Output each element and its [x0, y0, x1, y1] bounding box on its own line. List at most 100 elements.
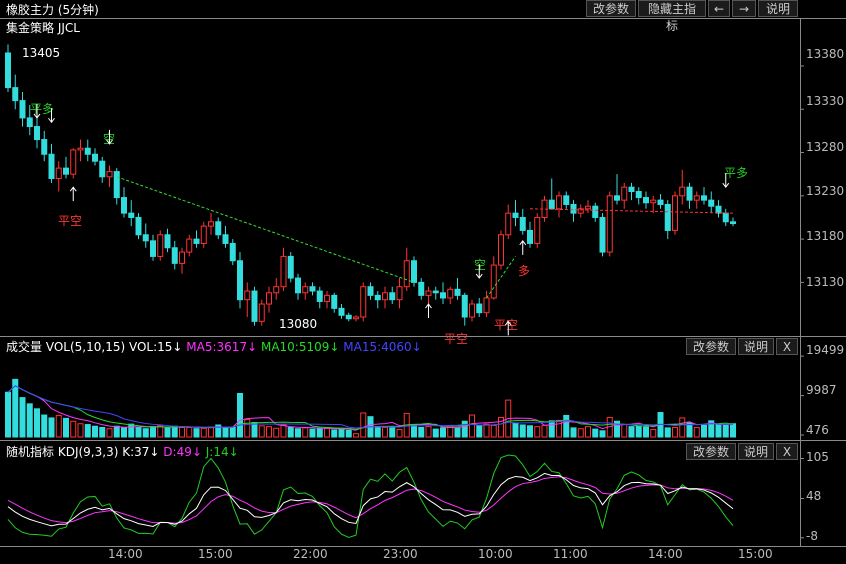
volume-ma15-line: [7, 385, 734, 429]
kdj-d-value: D:49↓: [163, 445, 202, 459]
candle-body: [440, 292, 446, 299]
kdj-help-button[interactable]: 说明: [738, 443, 774, 460]
arrow-right-icon[interactable]: →: [732, 0, 756, 17]
candle-body: [614, 195, 620, 201]
time-tick: 10:00: [478, 547, 513, 561]
help-button[interactable]: 说明: [758, 0, 798, 17]
candle-body: [12, 87, 19, 102]
candle-body: [113, 171, 120, 199]
candle-body: [599, 216, 606, 253]
kdj-params-button[interactable]: 改参数: [686, 443, 736, 460]
arrow-left-icon[interactable]: ←: [708, 0, 730, 17]
candle-body: [432, 290, 439, 294]
candle-body: [664, 203, 671, 231]
candle-body: [331, 294, 338, 309]
volume-bar: [483, 423, 490, 438]
candle-body: [150, 240, 156, 257]
candle-body: [287, 255, 294, 279]
volume-bar: [208, 426, 214, 438]
candle-body: [106, 171, 113, 178]
kdj-header: 随机指标 KDJ(9,3,3) K:37↓ D:49↓ J:14↓: [6, 443, 239, 460]
instrument-title: 橡胶主力 (5分钟): [6, 3, 99, 17]
candle-body: [621, 186, 628, 201]
hide-main-indicator-button[interactable]: 隐藏主指标: [638, 0, 706, 33]
price-tick: 13280: [806, 140, 845, 154]
volume-close-icon[interactable]: X: [776, 338, 798, 355]
candle-body: [179, 251, 185, 264]
volume-bar: [63, 417, 69, 438]
volume-bar: [244, 419, 251, 438]
candle-body: [266, 292, 272, 305]
candle-body: [563, 195, 570, 205]
volume-bar: [26, 403, 33, 438]
change-params-button[interactable]: 改参数: [586, 0, 636, 17]
candle-body: [316, 290, 323, 302]
candle-body: [476, 303, 483, 314]
candle-body: [447, 288, 454, 299]
volume-value: VOL:15↓: [128, 340, 183, 354]
volume-bar: [541, 424, 548, 438]
volume-bar: [650, 429, 657, 438]
volume-bar: [258, 425, 265, 438]
volume-bar: [12, 378, 19, 438]
signal-close-short-1: 平空: [58, 214, 83, 228]
volume-bar: [715, 423, 722, 438]
volume-bar: [454, 427, 461, 438]
kdj-divider: [0, 440, 846, 441]
volume-bar: [461, 420, 468, 438]
candle-body: [92, 153, 98, 162]
volume-bar: [374, 426, 381, 438]
strategy-trend-line: [486, 256, 516, 299]
candle-body: [128, 212, 135, 218]
candle-body: [229, 242, 236, 262]
time-tick: 11:00: [553, 547, 588, 561]
volume-params-button[interactable]: 改参数: [686, 338, 736, 355]
kdj-close-icon[interactable]: X: [776, 443, 798, 460]
volume-bar: [353, 433, 359, 438]
low-price-label: 13080: [279, 317, 318, 331]
volume-bar: [345, 429, 352, 438]
candle-body: [483, 297, 490, 314]
volume-bar: [41, 414, 48, 438]
candle-body: [425, 290, 432, 296]
volume-bar: [693, 426, 700, 438]
candle-body: [512, 212, 519, 218]
volume-bar: [708, 420, 715, 438]
price-tick: 13330: [806, 94, 845, 108]
candle-body: [519, 216, 526, 231]
kdj-j-line: [7, 454, 734, 538]
candle-body: [382, 292, 388, 301]
candle-body: [77, 147, 84, 151]
volume-bar: [498, 417, 504, 438]
candle-body: [570, 203, 577, 214]
signal-arrow-up-icon: [504, 320, 512, 336]
candle-body: [672, 195, 678, 231]
volume-title: 成交量: [6, 340, 43, 354]
volume-bar: [77, 423, 84, 438]
candle-body: [650, 199, 657, 204]
volume-bar: [164, 427, 171, 438]
volume-bar: [686, 422, 693, 438]
strategy-label: 集金策略 JJCL: [6, 21, 80, 35]
volume-bar: [730, 423, 736, 438]
volume-bar: [527, 425, 533, 438]
volume-bar: [302, 427, 309, 438]
volume-bar: [534, 426, 541, 438]
volume-bar: [664, 427, 671, 438]
volume-bar: [563, 414, 570, 438]
candle-body: [643, 197, 649, 204]
volume-bar: [411, 424, 417, 438]
volume-bar: [440, 427, 446, 438]
candle-body: [657, 199, 664, 205]
candle-body: [686, 186, 693, 201]
candle-body: [19, 100, 26, 119]
candle-body: [693, 195, 700, 201]
volume-bar: [585, 426, 591, 438]
candle-body: [577, 208, 584, 214]
volume-help-button[interactable]: 说明: [738, 338, 774, 355]
candle-body: [722, 212, 729, 223]
volume-ma10: MA10:5109↓: [260, 340, 340, 354]
candle-body: [302, 286, 309, 294]
candle-body: [41, 139, 48, 155]
volume-bar: [99, 426, 106, 438]
